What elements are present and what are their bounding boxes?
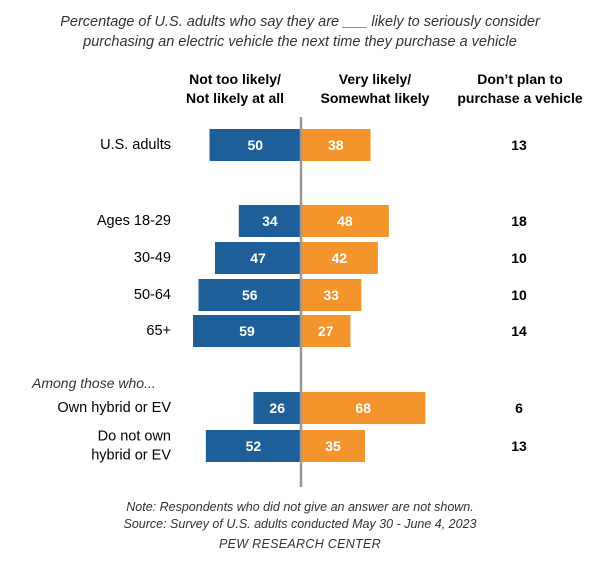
row-label: 65+ [146, 323, 171, 339]
subtitle-line-1: Percentage of U.S. adults who say they a… [60, 14, 540, 30]
bar-label-not-likely: 47 [250, 250, 266, 266]
bar-label-likely: 33 [323, 287, 339, 303]
footer-org: PEW RESEARCH CENTER [219, 537, 381, 551]
bar-likely [301, 315, 351, 347]
bar-label-likely: 35 [325, 438, 341, 454]
bar-not-likely [238, 205, 301, 237]
bar-label-not-likely: 59 [239, 323, 255, 339]
column-header-likely-line-2: Somewhat likely [320, 90, 430, 106]
footer-note: Note: Respondents who did not give an an… [126, 500, 474, 514]
bar-label-likely: 42 [332, 250, 348, 266]
chart-subtitle: Percentage of U.S. adults who say they a… [0, 12, 600, 52]
row-label: 30-49 [134, 250, 171, 266]
value-no-plan: 13 [511, 438, 527, 454]
column-header-not-likely: Not too likely/ Not likely at all [170, 70, 300, 108]
row-label: 50-64 [134, 287, 171, 303]
bar-likely [301, 242, 378, 274]
column-header-not-likely-line-1: Not too likely/ [189, 71, 281, 87]
value-no-plan: 13 [511, 137, 527, 153]
value-no-plan: 10 [511, 287, 527, 303]
bar-label-not-likely: 52 [246, 438, 262, 454]
bar-label-not-likely: 56 [242, 287, 258, 303]
bar-label-likely: 38 [328, 137, 344, 153]
bar-label-not-likely: 26 [269, 400, 285, 416]
bar-not-likely [205, 430, 301, 462]
bar-likely [301, 279, 362, 311]
row-label: hybrid or EV [91, 448, 171, 464]
column-header-no-plan: Don’t plan to purchase a vehicle [450, 70, 590, 108]
value-no-plan: 10 [511, 250, 527, 266]
column-header-likely-line-1: Very likely/ [338, 71, 412, 87]
bar-not-likely [253, 392, 301, 424]
column-header-likely: Very likely/ Somewhat likely [305, 70, 445, 108]
bar-likely [301, 205, 389, 237]
bar-label-not-likely: 50 [247, 137, 263, 153]
bar-likely [301, 430, 366, 462]
value-no-plan: 6 [515, 400, 523, 416]
row-label: U.S. adults [100, 137, 171, 153]
column-header-no-plan-line-1: Don’t plan to [477, 71, 563, 87]
bar-likely [301, 392, 426, 424]
section-label: Among those who... [31, 375, 156, 391]
bar-label-not-likely: 34 [262, 213, 278, 229]
bar-label-likely: 27 [318, 323, 334, 339]
bar-label-likely: 68 [355, 400, 371, 416]
row-label: Ages 18-29 [97, 213, 171, 229]
bar-not-likely [193, 315, 301, 347]
bar-label-likely: 48 [337, 213, 353, 229]
column-header-not-likely-line-2: Not likely at all [185, 90, 285, 106]
bar-likely [301, 129, 371, 161]
bar-not-likely [214, 242, 301, 274]
value-no-plan: 14 [511, 323, 527, 339]
footer-source: Source: Survey of U.S. adults conducted … [123, 517, 477, 531]
bar-not-likely [198, 279, 301, 311]
row-label: Own hybrid or EV [57, 400, 171, 416]
value-no-plan: 18 [511, 213, 527, 229]
subtitle-line-2: purchasing an electric vehicle the next … [83, 34, 517, 50]
bar-not-likely [209, 129, 301, 161]
row-label: Do not own [98, 429, 171, 445]
column-header-no-plan-line-2: purchase a vehicle [457, 90, 583, 106]
